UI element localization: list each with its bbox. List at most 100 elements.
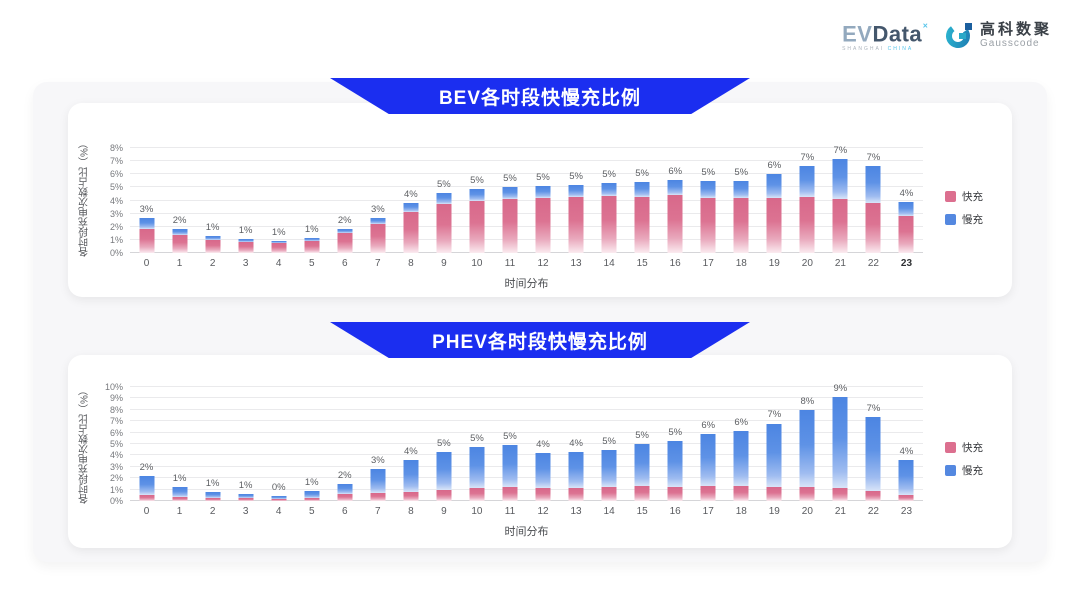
gridline	[130, 431, 923, 433]
stacked-bar-hour-12	[535, 387, 551, 501]
stacked-bar-hour-16	[667, 387, 683, 501]
fast-charge-segment	[568, 197, 584, 253]
y-tick-label: 4%	[109, 450, 123, 461]
x-tick-label: 15	[636, 258, 648, 269]
fast-charge-segment	[337, 233, 353, 253]
slow-charge-segment	[370, 217, 386, 225]
x-tick-label: 23	[900, 506, 913, 517]
evdata-logo: EVData˟ SHANGHAI CHINA	[842, 18, 928, 52]
slow-charge-label: 慢充	[962, 214, 983, 226]
slow-charge-segment	[568, 184, 584, 198]
fast-charge-segment	[172, 497, 188, 501]
y-tick-label: 6%	[109, 169, 123, 180]
y-tick-label: 1%	[109, 484, 123, 495]
stacked-bar-hour-7	[370, 387, 386, 501]
gridline	[130, 252, 923, 253]
bar-value-label: 1%	[238, 224, 253, 236]
stacked-bar-hour-22	[865, 387, 881, 501]
y-tick-label: 9%	[109, 393, 123, 404]
gridline	[130, 465, 923, 467]
x-tick-label: 3	[242, 506, 249, 517]
fast-charge-segment	[700, 486, 716, 501]
y-tick-label: 2%	[109, 473, 123, 484]
x-tick-label: 12	[537, 506, 549, 517]
x-tick-label: 10	[471, 506, 483, 517]
slow-charge-segment	[403, 203, 419, 213]
stacked-bar-hour-0	[139, 387, 155, 501]
stacked-bar-hour-15	[634, 148, 650, 253]
stacked-bar-hour-9	[436, 387, 452, 501]
fast-charge-segment	[799, 196, 815, 253]
gridline	[130, 186, 923, 188]
fast-charge-segment	[634, 196, 650, 253]
slow-charge-segment	[832, 397, 848, 489]
slow-charge-segment	[139, 475, 155, 496]
slow-charge-segment	[865, 416, 881, 491]
fast-charge-segment	[634, 486, 650, 501]
stacked-bar-hour-14	[601, 148, 617, 253]
bar-value-label: 3%	[139, 203, 154, 215]
slow-charge-segment	[502, 187, 518, 200]
bar-value-label: 1%	[271, 226, 286, 238]
slow-charge-segment	[271, 240, 287, 244]
fast-charge-segment	[436, 489, 452, 501]
slow-charge-segment	[370, 469, 386, 494]
fast-charge-segment	[733, 197, 749, 253]
bev-chart-card: 各时段充电次数占比（%） 0% 1% 2% 3% 4% 5% 6% 7% 8% 3% 0 2% 1 1% 2…	[68, 103, 1012, 297]
stacked-bar-hour-19	[766, 387, 782, 501]
bar-value-label: 2%	[139, 461, 154, 473]
fast-charge-segment	[139, 495, 155, 501]
stacked-bar-hour-17	[700, 148, 716, 253]
slow-charge-segment	[832, 158, 848, 200]
x-tick-label: 22	[867, 258, 879, 269]
fast-charge-segment	[832, 488, 848, 501]
x-tick-label: 17	[702, 258, 714, 269]
phev-plot-area: 0% 1% 2% 3% 4% 5% 6% 7% 8% 9% 10% 2% 0 1% 1 1% 2 1% 3 0% 4 1%…	[105, 382, 923, 517]
x-tick-label: 4	[275, 506, 282, 517]
bar-value-label: 5%	[503, 173, 517, 185]
bar-value-label: 8%	[800, 395, 815, 407]
bar-value-label: 4%	[403, 189, 418, 201]
slow-charge-segment	[502, 445, 518, 488]
fast-charge-segment	[304, 241, 320, 253]
stacked-bar-hour-15	[634, 387, 650, 501]
x-tick-label: 1	[176, 258, 183, 269]
slow-charge-segment	[667, 440, 683, 488]
slow-charge-label: 慢充	[962, 465, 983, 477]
stacked-bar-hour-7	[370, 148, 386, 253]
fast-charge-segment	[535, 197, 551, 253]
bar-value-label: 0%	[271, 481, 286, 493]
x-tick-label: 5	[308, 258, 315, 269]
fast-charge-segment	[568, 488, 584, 501]
gridline	[130, 212, 923, 214]
bar-value-label: 6%	[734, 417, 749, 429]
fast-charge-segment	[205, 239, 221, 253]
stacked-bar-hour-3	[238, 148, 254, 253]
bar-value-label: 4%	[569, 437, 583, 449]
fast-charge-segment	[304, 497, 320, 501]
x-tick-label: 8	[408, 506, 414, 517]
fast-charge-swatch	[945, 191, 956, 202]
stacked-bar-hour-18	[733, 387, 749, 501]
x-tick-label: 3	[242, 258, 249, 269]
bar-value-label: 1%	[238, 480, 253, 492]
slow-charge-segment	[304, 491, 320, 498]
x-tick-label: 6	[341, 258, 348, 269]
x-tick-label: 6	[341, 506, 348, 517]
y-tick-label: 8%	[109, 143, 123, 153]
fast-charge-segment	[535, 488, 551, 501]
stacked-bar-hour-6	[337, 387, 353, 501]
y-tick-label: 6%	[109, 427, 123, 438]
x-tick-label: 16	[669, 258, 681, 269]
bar-value-label: 6%	[668, 165, 683, 177]
x-tick-label: 13	[570, 258, 582, 269]
fast-charge-label: 快充	[962, 191, 983, 203]
fast-charge-segment	[799, 487, 815, 501]
bar-value-label: 5%	[536, 172, 550, 184]
gridline	[130, 199, 923, 201]
gridline	[130, 173, 923, 175]
fast-charge-segment	[370, 224, 386, 253]
x-tick-label: 14	[603, 506, 615, 517]
x-tick-label: 10	[471, 258, 483, 269]
bar-value-label: 1%	[205, 221, 220, 233]
